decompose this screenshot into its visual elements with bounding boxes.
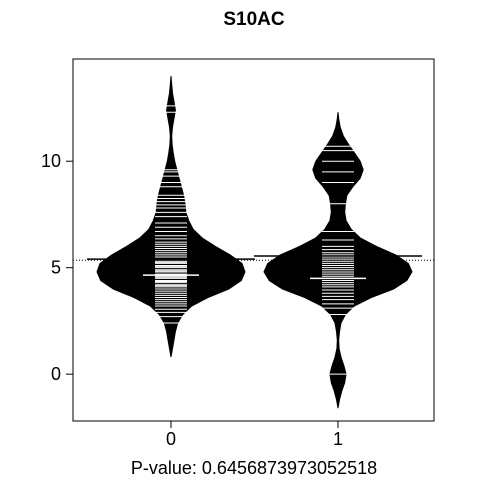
plot-area xyxy=(73,75,434,409)
plot-frame xyxy=(72,58,435,422)
x-axis-label: P-value: 0.6456873973052518 xyxy=(131,458,377,478)
chart-title: S10AC xyxy=(223,9,285,30)
y-tick-label: 0 xyxy=(51,364,61,384)
x-tick-label: 0 xyxy=(166,429,176,449)
x-tick-label: 1 xyxy=(333,429,343,449)
y-tick-label: 10 xyxy=(41,151,61,171)
y-tick-label: 5 xyxy=(51,258,61,278)
